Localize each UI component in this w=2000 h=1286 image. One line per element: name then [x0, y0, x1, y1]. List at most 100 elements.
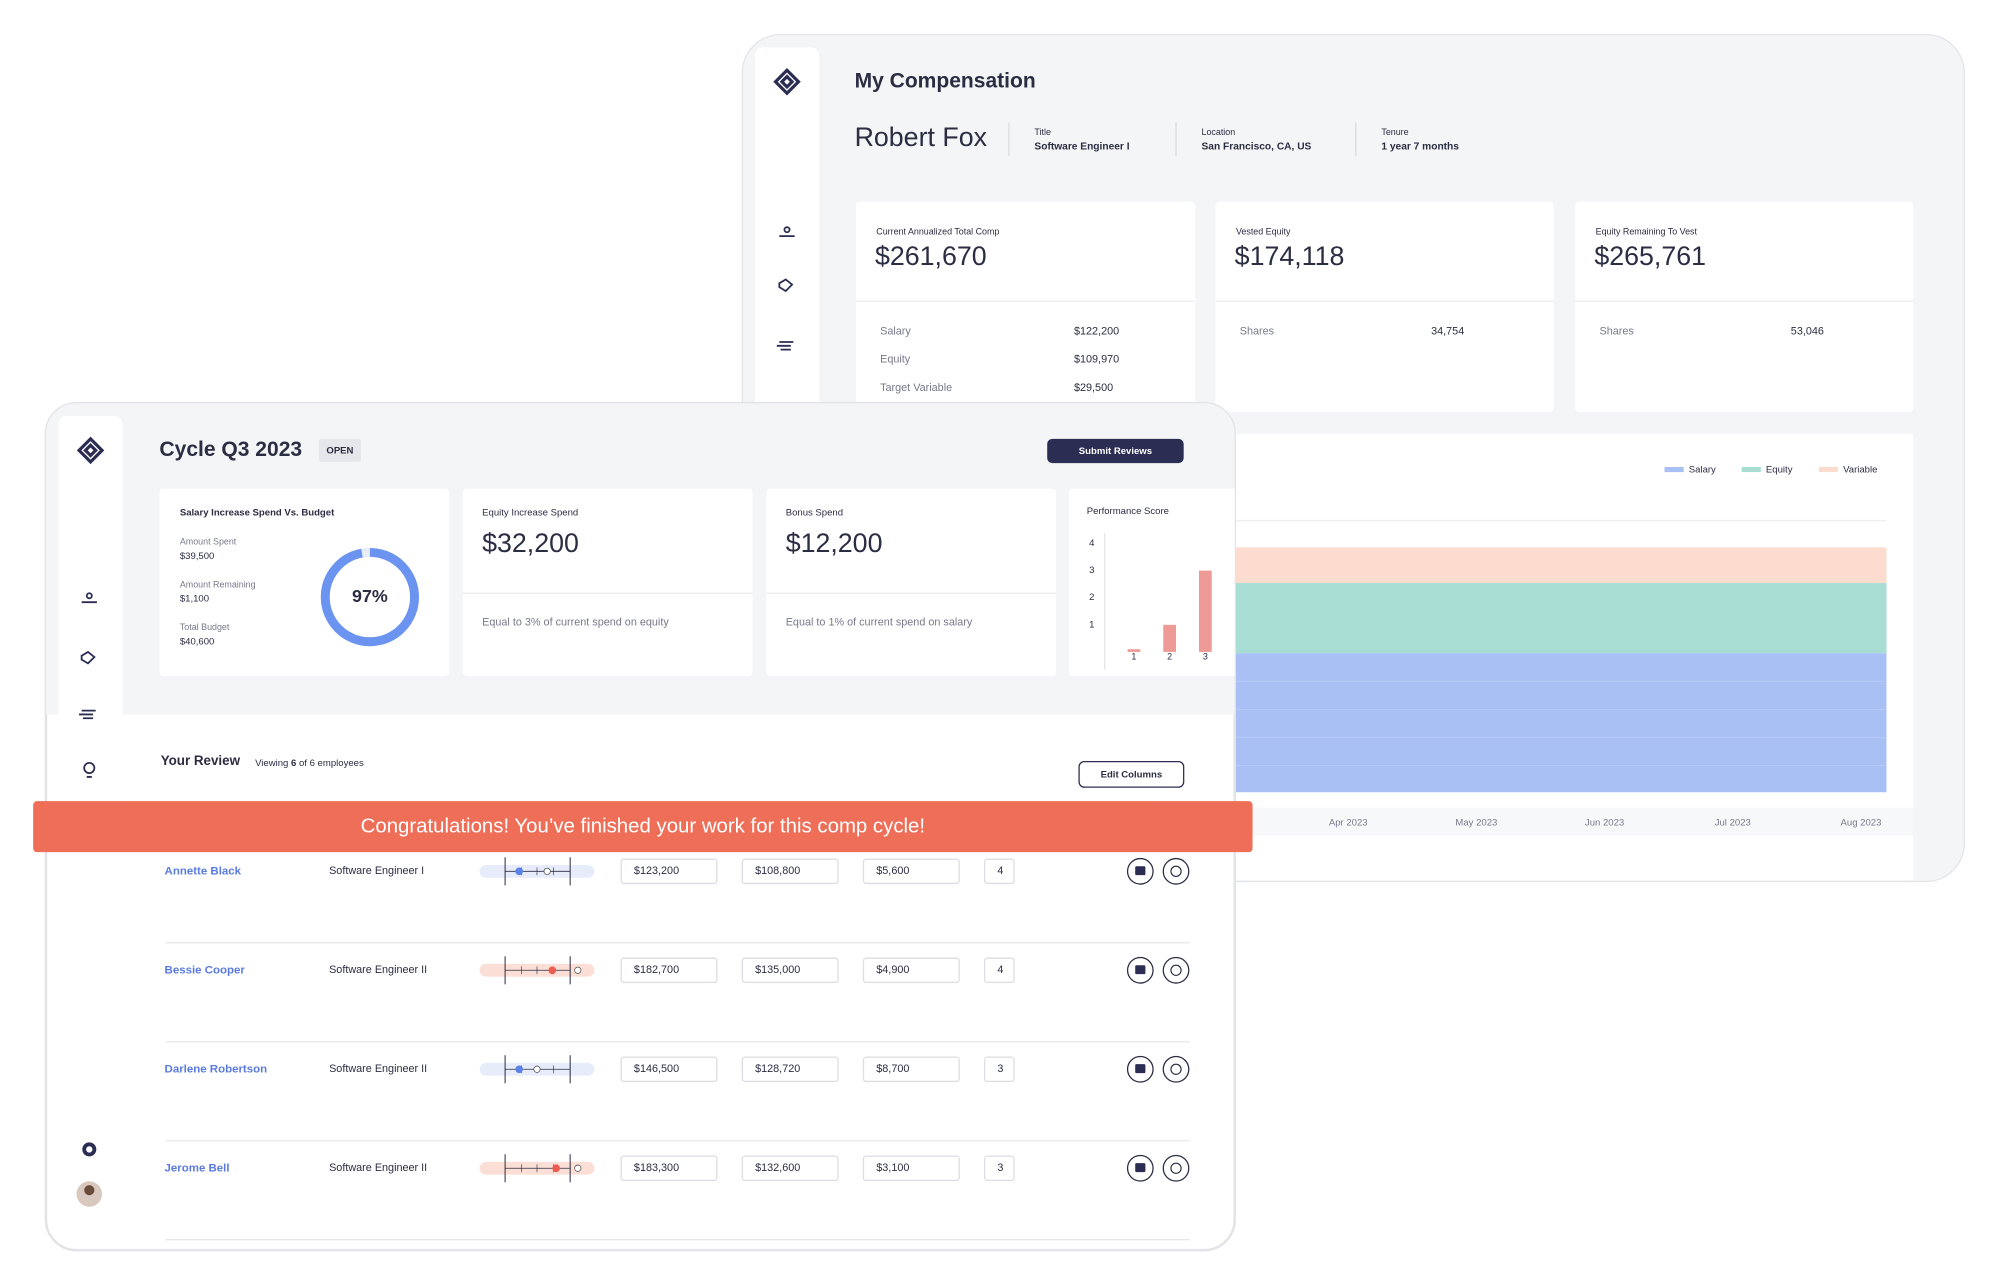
x-tick-label: 3: [1203, 651, 1208, 661]
viewing-text: Viewing: [255, 757, 288, 768]
logo: [76, 436, 105, 465]
cycle-content: Cycle Q3 2023 OPEN Submit Reviews Salary…: [45, 403, 1235, 1241]
status-badge: [318, 438, 361, 462]
history-button[interactable]: [1162, 1055, 1190, 1083]
input-box[interactable]: [862, 1056, 960, 1083]
bonus-value[interactable]: $5,600: [876, 865, 909, 877]
field-value: 1 year 7 months: [1381, 142, 1459, 153]
card-value: $261,670: [875, 241, 987, 271]
page-title: My Compensation: [855, 69, 1036, 92]
x-tick-label: Apr 2023: [1329, 817, 1368, 828]
budget-percent: 97%: [352, 586, 388, 606]
section-title: Your Review: [161, 753, 241, 768]
input-box[interactable]: [984, 1155, 1015, 1182]
field-label: Title: [1034, 127, 1051, 137]
input-box[interactable]: [741, 1056, 839, 1083]
sidebar-icons: [79, 592, 97, 1157]
history-button[interactable]: [1162, 1154, 1190, 1182]
range-target: [574, 966, 582, 974]
salary-value[interactable]: $183,300: [634, 1162, 679, 1174]
x-axis: [1234, 807, 1914, 836]
banner: [33, 801, 1253, 853]
history-button[interactable]: [1162, 956, 1190, 984]
bonus-value[interactable]: $8,700: [876, 1063, 909, 1075]
row-value: $109,970: [1074, 354, 1119, 366]
input-box[interactable]: [862, 957, 960, 984]
card-label: Vested Equity: [1236, 227, 1291, 237]
bonus-value[interactable]: $4,900: [876, 964, 909, 976]
sidebar: [755, 47, 819, 430]
input-box[interactable]: [984, 957, 1015, 984]
score-value[interactable]: 4: [997, 865, 1003, 877]
score-value[interactable]: 3: [997, 1162, 1003, 1174]
input-box[interactable]: [862, 858, 960, 885]
employee-name: Robert Fox: [855, 122, 988, 152]
input-box[interactable]: [862, 1155, 960, 1182]
budget-value: $39,500: [180, 551, 215, 562]
edit-columns-button[interactable]: [1078, 760, 1185, 788]
viewing-count: Viewing 6 of 6 employees: [255, 757, 364, 768]
card-note: Equal to 3% of current spend on equity: [482, 616, 669, 628]
range-target: [533, 1065, 541, 1073]
legend-swatch: [1664, 466, 1684, 473]
budget-value: $40,600: [180, 636, 215, 647]
salary-value[interactable]: $123,200: [634, 865, 679, 877]
input-box[interactable]: [620, 1056, 718, 1083]
cycle-title: Cycle Q3 2023: [159, 438, 302, 461]
field-label: Tenure: [1381, 127, 1408, 137]
equity-value[interactable]: $128,720: [755, 1063, 800, 1075]
equity-value[interactable]: $132,600: [755, 1162, 800, 1174]
submit-button[interactable]: [1047, 438, 1184, 464]
card: [855, 201, 1196, 413]
input-box[interactable]: [620, 957, 718, 984]
submit-label[interactable]: Submit Reviews: [1079, 446, 1152, 457]
input-box[interactable]: [620, 1155, 718, 1182]
input-box[interactable]: [984, 858, 1015, 885]
employee-title: Software Engineer II: [329, 1063, 427, 1075]
card-label: Current Annualized Total Comp: [876, 227, 999, 237]
legend-label: Equity: [1766, 465, 1793, 476]
budget-label: Amount Spent: [180, 537, 237, 547]
x-tick-label: May 2023: [1455, 817, 1497, 828]
edit-columns-label[interactable]: Edit Columns: [1101, 770, 1163, 781]
equity-value[interactable]: $108,800: [755, 865, 800, 877]
card-value: $265,761: [1594, 241, 1706, 271]
range-dot: [515, 867, 523, 876]
employee-name[interactable]: Darlene Robertson: [165, 1063, 268, 1075]
employee-name[interactable]: Bessie Cooper: [165, 964, 246, 976]
budget-value: $1,100: [180, 594, 209, 605]
range-target: [574, 1164, 582, 1172]
input-box[interactable]: [741, 1155, 839, 1182]
viewing-number: 6: [291, 757, 296, 768]
bar: [1163, 624, 1177, 652]
history-button[interactable]: [1162, 857, 1190, 885]
bonus-value[interactable]: $3,100: [876, 1162, 909, 1174]
card-label: Equity Remaining To Vest: [1596, 227, 1698, 237]
viewing-text: of 6 employees: [299, 757, 364, 768]
score-value[interactable]: 4: [997, 964, 1003, 976]
card: [1575, 201, 1914, 413]
row-label: Target Variable: [880, 382, 952, 394]
row-value: $122,200: [1074, 326, 1119, 338]
card-title: Salary Increase Spend Vs. Budget: [180, 507, 335, 518]
input-box[interactable]: [620, 858, 718, 885]
x-tick-label: Jul 2023: [1715, 817, 1751, 828]
status: OPEN: [326, 446, 353, 457]
banner-text: Congratulations! You’ve finished your wo…: [361, 816, 925, 838]
range-dot: [552, 1164, 560, 1173]
y-tick-label: 2: [1089, 592, 1094, 603]
input-box[interactable]: [741, 858, 839, 885]
range-dot: [548, 966, 557, 975]
history-icon: [1170, 964, 1182, 976]
input-box[interactable]: [741, 957, 839, 984]
equity-value[interactable]: $135,000: [755, 964, 800, 976]
input-box[interactable]: [984, 1056, 1015, 1083]
employee-name[interactable]: Jerome Bell: [165, 1162, 230, 1174]
score-value[interactable]: 3: [997, 1063, 1003, 1075]
salary-value[interactable]: $182,700: [634, 964, 679, 976]
salary-value[interactable]: $146,500: [634, 1063, 679, 1075]
field-value: San Francisco, CA, US: [1202, 142, 1312, 153]
budget-label: Total Budget: [180, 622, 230, 632]
employee-name[interactable]: Annette Black: [165, 865, 242, 877]
y-tick-label: 1: [1089, 619, 1094, 630]
